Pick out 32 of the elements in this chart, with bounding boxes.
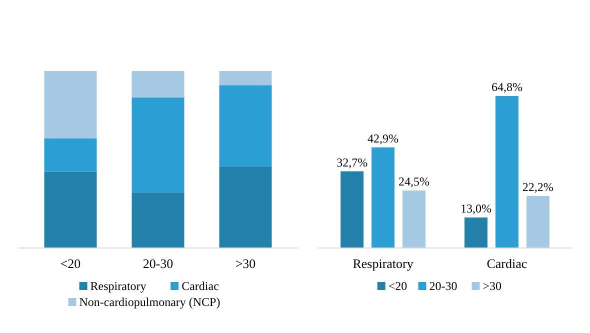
bar	[44, 172, 97, 248]
bar	[526, 196, 550, 248]
x-tick-label: Respiratory	[352, 256, 414, 271]
x-tick-label: Cardiac	[486, 256, 528, 271]
bar	[132, 98, 184, 192]
x-tick-label: >30	[235, 256, 256, 271]
bar	[44, 138, 97, 172]
bar	[219, 85, 272, 167]
data-label: 22,2%	[522, 180, 554, 194]
data-label: 24,5%	[398, 174, 430, 189]
data-label: 13,0%	[460, 202, 492, 216]
bar	[402, 190, 426, 248]
bar	[372, 147, 395, 248]
data-label: 32,7%	[336, 155, 368, 170]
x-tick-label: <20	[60, 256, 81, 271]
bar	[132, 71, 184, 98]
bar	[340, 171, 364, 248]
legend-label: Cardiac	[182, 279, 219, 293]
data-label: 64,8%	[491, 80, 522, 94]
bar	[44, 71, 97, 138]
legend-label: <20	[388, 279, 408, 293]
bar	[219, 71, 272, 86]
bar	[464, 218, 488, 248]
legend-label: Respiratory	[90, 279, 146, 293]
legend-label: Non-cardiopulmonary (NCP)	[79, 295, 220, 309]
x-tick-label: 20-30	[142, 256, 174, 271]
legend-label: >30	[482, 279, 502, 293]
bar	[219, 166, 272, 248]
legend-label: 20-30	[429, 279, 458, 293]
data-label: 42,9%	[368, 131, 399, 146]
bar	[132, 192, 184, 248]
bar	[495, 96, 518, 248]
